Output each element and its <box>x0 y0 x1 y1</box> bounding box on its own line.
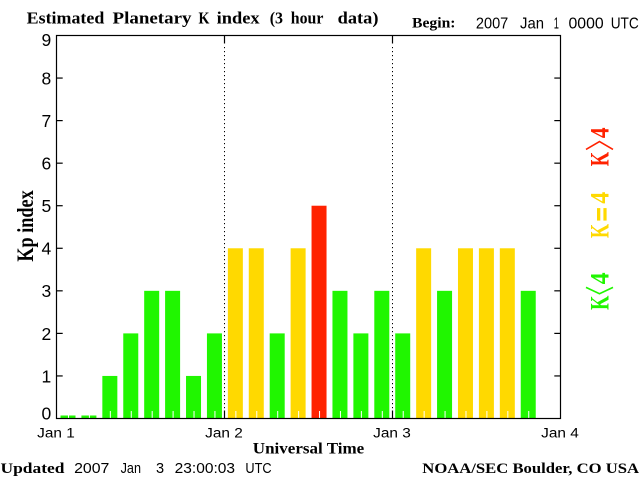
svg-text:0: 0 <box>41 404 51 424</box>
svg-text:Jan: Jan <box>520 16 544 33</box>
svg-text:6: 6 <box>41 154 51 174</box>
svg-text:hour: hour <box>291 9 324 28</box>
svg-text:3: 3 <box>156 461 164 477</box>
svg-text:UTC: UTC <box>611 16 639 33</box>
svg-text:data): data) <box>338 9 379 28</box>
svg-text:Universal Time: Universal Time <box>253 441 364 458</box>
svg-text:5: 5 <box>41 196 51 216</box>
svg-text:Jan 3: Jan 3 <box>373 425 411 441</box>
svg-text:7: 7 <box>41 111 51 131</box>
svg-text:K: K <box>586 151 615 166</box>
svg-text:Updated: Updated <box>1 461 66 477</box>
svg-text:3: 3 <box>41 281 51 301</box>
svg-text:4: 4 <box>586 273 615 285</box>
svg-text:Jan 2: Jan 2 <box>205 425 243 441</box>
svg-text:2007: 2007 <box>476 16 508 33</box>
svg-text:K: K <box>586 295 615 310</box>
svg-text:9: 9 <box>41 30 51 50</box>
svg-text:Planetary: Planetary <box>113 9 193 28</box>
svg-text:K: K <box>199 9 211 28</box>
svg-text:K: K <box>586 223 615 238</box>
svg-text:(3: (3 <box>270 9 283 28</box>
svg-text:NOAA/SEC Boulder, CO USA: NOAA/SEC Boulder, CO USA <box>422 460 639 477</box>
svg-text:UTC: UTC <box>245 461 271 477</box>
svg-text:4: 4 <box>586 128 615 139</box>
svg-text:Kp index: Kp index <box>13 190 38 262</box>
svg-text:Begin:: Begin: <box>412 16 456 32</box>
svg-text:Jan: Jan <box>121 461 141 477</box>
svg-text:Estimated: Estimated <box>27 9 105 28</box>
svg-text:2: 2 <box>41 324 51 344</box>
svg-text:Jan 1: Jan 1 <box>37 425 75 441</box>
svg-text:index: index <box>217 9 261 28</box>
svg-text:4: 4 <box>41 239 51 259</box>
svg-text:0000: 0000 <box>569 16 605 33</box>
svg-text:Jan 4: Jan 4 <box>541 425 579 441</box>
svg-text:4: 4 <box>586 192 615 204</box>
svg-text:1: 1 <box>41 366 51 386</box>
svg-text:2007: 2007 <box>74 461 109 477</box>
svg-text:1: 1 <box>554 16 559 33</box>
svg-text:23:00:03: 23:00:03 <box>175 461 235 477</box>
svg-text:8: 8 <box>41 68 51 88</box>
